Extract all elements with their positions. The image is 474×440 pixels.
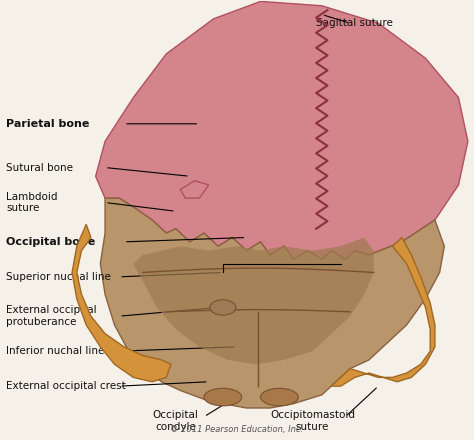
Polygon shape bbox=[133, 238, 374, 364]
Text: External occipital crest: External occipital crest bbox=[6, 381, 126, 391]
Ellipse shape bbox=[261, 389, 298, 406]
Text: Occipital bone: Occipital bone bbox=[6, 237, 95, 247]
Polygon shape bbox=[100, 198, 444, 408]
Ellipse shape bbox=[210, 300, 236, 315]
Ellipse shape bbox=[204, 389, 242, 406]
Text: Lambdoid
suture: Lambdoid suture bbox=[6, 192, 58, 213]
Text: Occipitomastoid
suture: Occipitomastoid suture bbox=[270, 411, 355, 432]
Text: Sutural bone: Sutural bone bbox=[6, 162, 73, 172]
Text: Inferior nuchal line: Inferior nuchal line bbox=[6, 346, 104, 356]
Text: © 2011 Pearson Education, Inc.: © 2011 Pearson Education, Inc. bbox=[171, 425, 303, 434]
Polygon shape bbox=[331, 238, 435, 386]
Polygon shape bbox=[181, 181, 209, 198]
Text: External occipital
protuberance: External occipital protuberance bbox=[6, 305, 97, 327]
Text: Superior nuchal line: Superior nuchal line bbox=[6, 272, 111, 282]
Text: Occipital
condyle: Occipital condyle bbox=[153, 411, 199, 432]
Polygon shape bbox=[96, 1, 468, 259]
Text: Sagittal suture: Sagittal suture bbox=[316, 18, 393, 28]
Polygon shape bbox=[72, 224, 171, 382]
Text: Parietal bone: Parietal bone bbox=[6, 119, 90, 129]
